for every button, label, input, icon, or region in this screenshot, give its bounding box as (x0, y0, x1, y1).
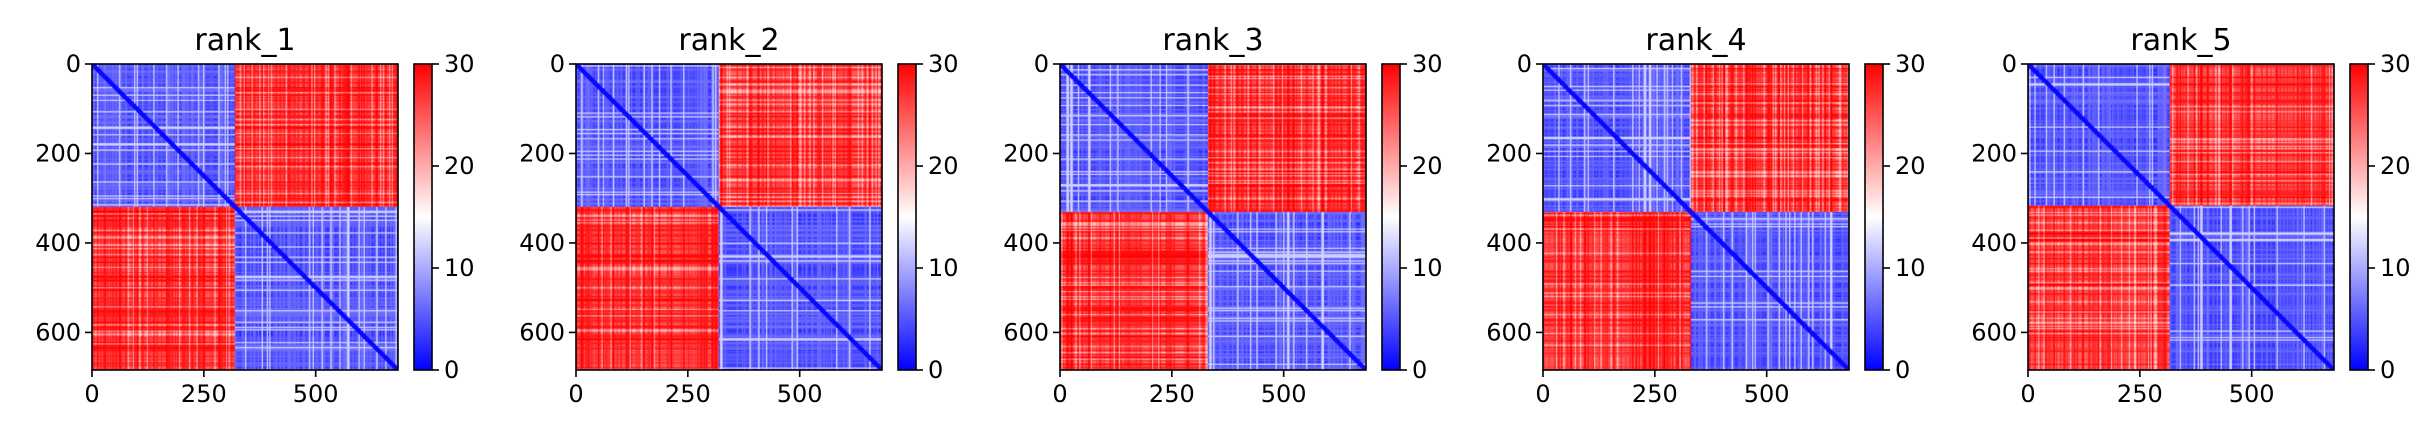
y-tick-label: 600 (1486, 318, 1532, 346)
colorbar (898, 64, 916, 370)
panel-rank_5: rank_5 0 250 500 0 200 400 600 0 10 20 30 (1971, 23, 2410, 408)
panel-title: rank_4 (1645, 23, 1746, 58)
colorbar (414, 64, 432, 370)
y-tick-label: 200 (35, 139, 81, 167)
x-tick-label: 500 (293, 380, 339, 408)
x-tick-label: 500 (777, 380, 823, 408)
y-tick-label: 0 (2002, 50, 2017, 78)
colorbar-tick-label: 30 (1895, 50, 1926, 78)
panel-rank_1: rank_1 0 250 500 0 200 400 600 0 10 20 30 (35, 23, 474, 408)
x-tick-label: 0 (1535, 380, 1550, 408)
y-tick-label: 0 (1034, 50, 1049, 78)
colorbar-tick-label: 10 (444, 254, 475, 282)
colorbar-tick-label: 20 (928, 152, 959, 180)
y-tick-label: 400 (1971, 229, 2017, 257)
heatmap-image (1543, 64, 1849, 370)
colorbar-tick-label: 20 (444, 152, 475, 180)
heatmap-image (576, 64, 882, 370)
colorbar-frame (1381, 63, 1401, 371)
colorbar-tick-label: 30 (444, 50, 475, 78)
x-tick-label: 250 (181, 380, 227, 408)
x-tick-label: 0 (2020, 380, 2035, 408)
y-tick-label: 400 (1486, 229, 1532, 257)
x-tick-label: 500 (1261, 380, 1307, 408)
colorbar-frame (2349, 63, 2369, 371)
x-tick-label: 0 (1052, 380, 1067, 408)
panel-rank_3: rank_3 0 250 500 0 200 400 600 0 10 20 30 (1003, 23, 1442, 408)
colorbar-tick-label: 10 (1412, 254, 1443, 282)
y-tick-label: 600 (1971, 318, 2017, 346)
colorbar (1382, 64, 1400, 370)
colorbar-frame (897, 63, 917, 371)
y-tick-label: 200 (1003, 139, 1049, 167)
colorbar-tick-label: 0 (1895, 356, 1910, 384)
panel-rank_4: rank_4 0 250 500 0 200 400 600 0 10 20 30 (1486, 23, 1925, 408)
y-tick-label: 400 (35, 229, 81, 257)
x-tick-label: 250 (1632, 380, 1678, 408)
colorbar-tick-label: 0 (1412, 356, 1427, 384)
plot-frame (1542, 63, 1850, 371)
x-tick-label: 250 (2117, 380, 2163, 408)
x-tick-label: 250 (665, 380, 711, 408)
colorbar (2350, 64, 2368, 370)
plot-frame (1059, 63, 1367, 371)
x-tick-label: 0 (568, 380, 583, 408)
panel-title: rank_3 (1162, 23, 1263, 58)
colorbar-frame (1864, 63, 1884, 371)
panel-rank_2: rank_2 0 250 500 0 200 400 600 0 10 20 30 (519, 23, 958, 408)
heatmap-image (2028, 64, 2334, 370)
panel-title: rank_5 (2130, 23, 2231, 58)
y-tick-label: 0 (66, 50, 81, 78)
x-tick-label: 500 (2229, 380, 2275, 408)
colorbar-tick-label: 30 (2380, 50, 2411, 78)
x-tick-label: 250 (1149, 380, 1195, 408)
y-tick-label: 200 (519, 139, 565, 167)
y-tick-label: 200 (1486, 139, 1532, 167)
panel-title: rank_2 (678, 23, 779, 58)
plot-frame (91, 63, 399, 371)
y-tick-label: 600 (1003, 318, 1049, 346)
y-tick-label: 600 (35, 318, 81, 346)
colorbar-tick-label: 0 (2380, 356, 2395, 384)
colorbar (1865, 64, 1883, 370)
y-tick-label: 0 (1517, 50, 1532, 78)
y-tick-label: 600 (519, 318, 565, 346)
y-tick-label: 400 (1003, 229, 1049, 257)
x-tick-label: 0 (84, 380, 99, 408)
panel-title: rank_1 (194, 23, 295, 58)
colorbar-tick-label: 20 (2380, 152, 2411, 180)
colorbar-tick-label: 20 (1412, 152, 1443, 180)
colorbar-tick-label: 20 (1895, 152, 1926, 180)
y-tick-label: 200 (1971, 139, 2017, 167)
colorbar-frame (413, 63, 433, 371)
plot-frame (575, 63, 883, 371)
y-tick-label: 400 (519, 229, 565, 257)
x-tick-label: 500 (1744, 380, 1790, 408)
colorbar-tick-label: 10 (928, 254, 959, 282)
heatmap-image (1060, 64, 1366, 370)
colorbar-tick-label: 0 (444, 356, 459, 384)
colorbar-tick-label: 0 (928, 356, 943, 384)
colorbar-tick-label: 10 (2380, 254, 2411, 282)
colorbar-tick-label: 10 (1895, 254, 1926, 282)
heatmap-image (92, 64, 398, 370)
colorbar-tick-label: 30 (928, 50, 959, 78)
colorbar-tick-label: 30 (1412, 50, 1443, 78)
y-tick-label: 0 (550, 50, 565, 78)
plot-frame (2027, 63, 2335, 371)
